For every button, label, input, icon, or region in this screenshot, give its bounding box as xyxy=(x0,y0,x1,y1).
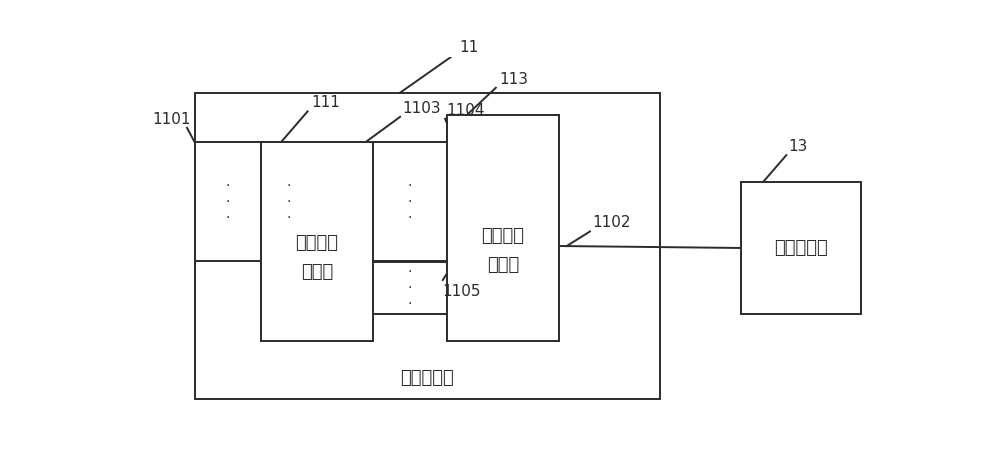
Text: ·
·
·: · · · xyxy=(408,264,412,311)
Text: 1101: 1101 xyxy=(152,112,191,127)
Text: 11: 11 xyxy=(459,40,478,55)
Text: ·
·
·: · · · xyxy=(287,179,291,225)
Text: 1103: 1103 xyxy=(402,101,441,116)
Text: ·
·
·: · · · xyxy=(408,179,412,225)
Text: 1105: 1105 xyxy=(443,284,481,298)
Bar xyxy=(261,142,373,341)
Text: ·
·
·: · · · xyxy=(226,179,230,225)
Text: 信号处理器: 信号处理器 xyxy=(774,239,828,257)
Text: 1102: 1102 xyxy=(592,215,631,230)
Text: 13: 13 xyxy=(789,139,808,154)
Text: 信号转换器: 信号转换器 xyxy=(400,369,454,387)
Text: 111: 111 xyxy=(311,95,340,110)
Bar xyxy=(447,115,559,341)
Bar xyxy=(741,183,861,314)
Bar xyxy=(195,93,660,399)
Text: 第二信号
处理器: 第二信号 处理器 xyxy=(481,227,524,274)
Text: 1104: 1104 xyxy=(447,103,485,118)
Text: 113: 113 xyxy=(500,71,529,87)
Text: 第一信号
处理器: 第一信号 处理器 xyxy=(295,234,338,281)
